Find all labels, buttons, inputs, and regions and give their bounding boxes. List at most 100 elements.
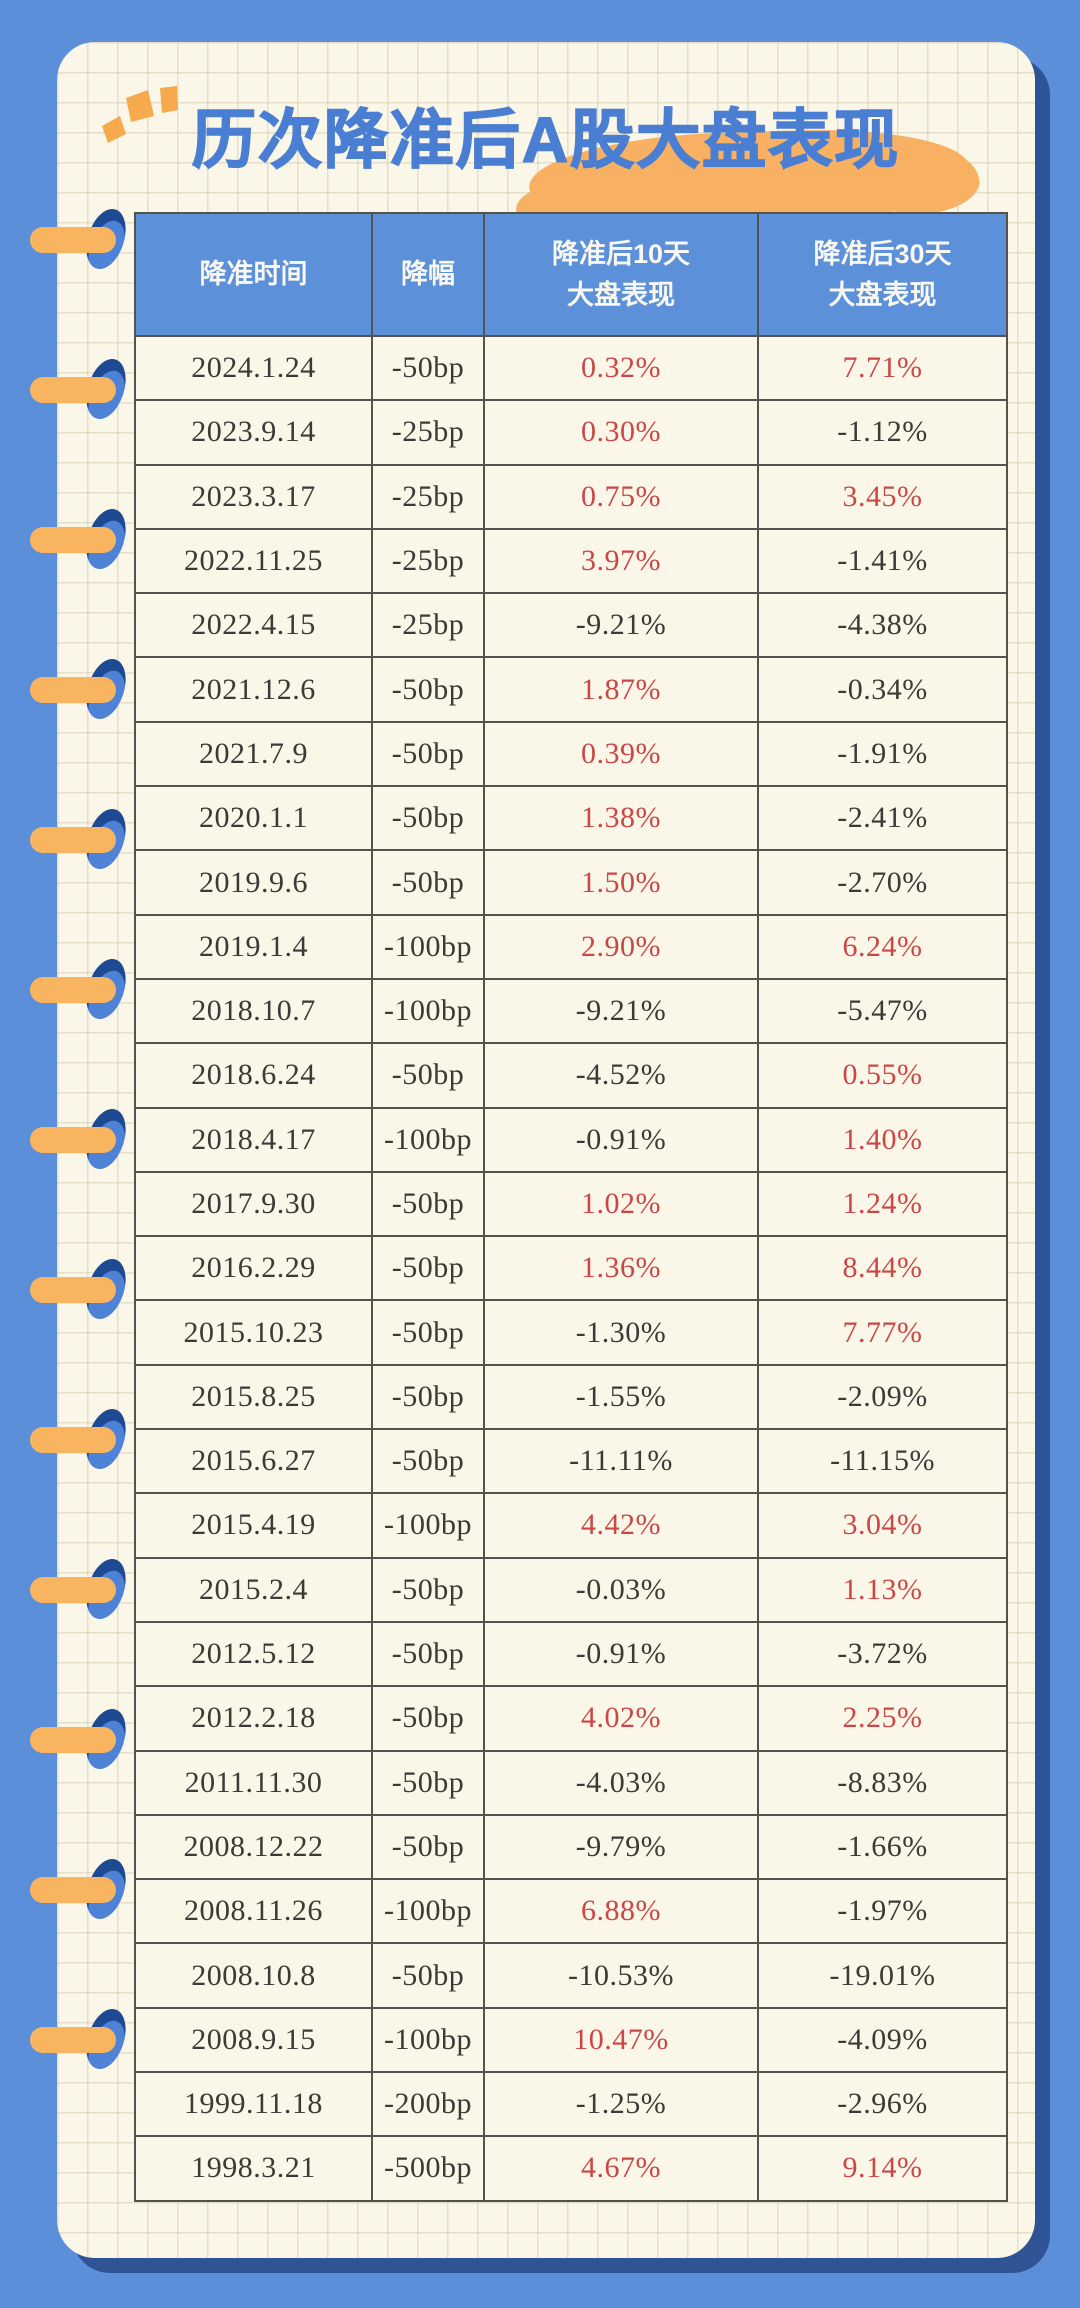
table-row: 2019.9.6 -50bp 1.50% -2.70% — [134, 849, 1008, 916]
date-cell: 2017.9.30 — [134, 1170, 373, 1238]
date-cell: 2016.2.29 — [134, 1235, 373, 1302]
perf-30d-cell: -1.41% — [757, 527, 1008, 595]
perf-10d-cell: 2.90% — [483, 913, 759, 980]
binder-ring-icon — [0, 503, 140, 575]
date-cell: 2015.2.4 — [134, 1556, 373, 1623]
date-cell: 2008.9.15 — [134, 2006, 373, 2074]
col-header-date: 降准时间 — [134, 212, 373, 337]
perf-30d-cell: 3.45% — [757, 463, 1008, 530]
date-cell: 2019.9.6 — [134, 849, 373, 916]
perf-10d-cell: -10.53% — [483, 1942, 759, 2009]
table-row: 2023.9.14 -25bp 0.30% -1.12% — [134, 399, 1008, 466]
date-cell: 2015.4.19 — [134, 1492, 373, 1559]
perf-30d-cell: -4.09% — [757, 2006, 1008, 2074]
table-row: 2018.10.7 -100bp -9.21% -5.47% — [134, 977, 1008, 1045]
perf-10d-cell: 0.39% — [483, 720, 759, 788]
binder-ring-icon — [0, 353, 140, 425]
perf-30d-cell: 8.44% — [757, 1235, 1008, 1302]
perf-30d-cell: -2.09% — [757, 1363, 1008, 1431]
cut-cell: -50bp — [371, 1428, 485, 1495]
cut-cell: -50bp — [371, 720, 485, 788]
cut-cell: -100bp — [371, 1878, 485, 1945]
perf-30d-cell: 7.77% — [757, 1299, 1008, 1366]
table-row: 2018.6.24 -50bp -4.52% 0.55% — [134, 1042, 1008, 1109]
cut-cell: -50bp — [371, 1170, 485, 1238]
perf-10d-cell: -1.25% — [483, 2071, 759, 2138]
table-row: 2015.8.25 -50bp -1.55% -2.09% — [134, 1363, 1008, 1431]
date-cell: 2012.5.12 — [134, 1620, 373, 1688]
perf-30d-cell: 6.24% — [757, 913, 1008, 980]
perf-10d-cell: 6.88% — [483, 1878, 759, 1945]
perf-10d-cell: -11.11% — [483, 1428, 759, 1495]
table-row: 2015.4.19 -100bp 4.42% 3.04% — [134, 1492, 1008, 1559]
sparkle-icon — [102, 86, 178, 143]
table-row: 2008.10.8 -50bp -10.53% -19.01% — [134, 1942, 1008, 2009]
date-cell: 2021.12.6 — [134, 656, 373, 723]
binder-ring-icon — [0, 1703, 140, 1775]
perf-30d-cell: -1.97% — [757, 1878, 1008, 1945]
perf-30d-cell: 2.25% — [757, 1685, 1008, 1752]
perf-30d-cell: -2.41% — [757, 785, 1008, 852]
perf-30d-cell: -1.12% — [757, 399, 1008, 466]
cut-cell: -25bp — [371, 527, 485, 595]
date-cell: 2018.6.24 — [134, 1042, 373, 1109]
table-row: 2019.1.4 -100bp 2.90% 6.24% — [134, 913, 1008, 980]
perf-30d-cell: -1.66% — [757, 1813, 1008, 1881]
binder-ring-icon — [0, 1403, 140, 1475]
date-cell: 2022.11.25 — [134, 527, 373, 595]
date-cell: 2011.11.30 — [134, 1749, 373, 1816]
cut-cell: -50bp — [371, 334, 485, 402]
date-cell: 2018.4.17 — [134, 1106, 373, 1173]
perf-30d-cell: 7.71% — [757, 334, 1008, 402]
binder-ring-icon — [0, 1103, 140, 1175]
cut-cell: -100bp — [371, 913, 485, 980]
cut-cell: -50bp — [371, 1042, 485, 1109]
cut-cell: -25bp — [371, 463, 485, 530]
cut-cell: -500bp — [371, 2135, 485, 2202]
date-cell: 2023.3.17 — [134, 463, 373, 530]
table-row: 1999.11.18 -200bp -1.25% -2.96% — [134, 2071, 1008, 2138]
date-cell: 2015.10.23 — [134, 1299, 373, 1366]
perf-10d-cell: -0.03% — [483, 1556, 759, 1623]
perf-10d-cell: 1.87% — [483, 656, 759, 723]
perf-10d-cell: -0.91% — [483, 1106, 759, 1173]
perf-10d-cell: -9.21% — [483, 592, 759, 659]
col-header-30d: 降准后30天 大盘表现 — [757, 212, 1008, 337]
perf-10d-cell: 4.42% — [483, 1492, 759, 1559]
perf-30d-cell: -3.72% — [757, 1620, 1008, 1688]
rrr-table: 降准时间 降幅 降准后10天 大盘表现 降准后30天 大盘表现 2 — [134, 212, 1008, 2202]
cut-cell: -50bp — [371, 1685, 485, 1752]
perf-30d-cell: -2.70% — [757, 849, 1008, 916]
table-row: 2008.12.22 -50bp -9.79% -1.66% — [134, 1813, 1008, 1881]
perf-10d-cell: -9.79% — [483, 1813, 759, 1881]
perf-30d-cell: -0.34% — [757, 656, 1008, 723]
perf-10d-cell: 4.02% — [483, 1685, 759, 1752]
date-cell: 2021.7.9 — [134, 720, 373, 788]
perf-10d-cell: 1.38% — [483, 785, 759, 852]
perf-30d-cell: 3.04% — [757, 1492, 1008, 1559]
table-row: 2017.9.30 -50bp 1.02% 1.24% — [134, 1170, 1008, 1238]
cut-cell: -50bp — [371, 1620, 485, 1688]
perf-30d-cell: 0.55% — [757, 1042, 1008, 1109]
cut-cell: -50bp — [371, 849, 485, 916]
table-row: 2012.2.18 -50bp 4.02% 2.25% — [134, 1685, 1008, 1752]
perf-10d-cell: 1.36% — [483, 1235, 759, 1302]
table-row: 2022.11.25 -25bp 3.97% -1.41% — [134, 527, 1008, 595]
binder-ring-icon — [0, 953, 140, 1025]
date-cell: 2008.10.8 — [134, 1942, 373, 2009]
cut-cell: -200bp — [371, 2071, 485, 2138]
table-row: 1998.3.21 -500bp 4.67% 9.14% — [134, 2135, 1008, 2202]
date-cell: 2015.6.27 — [134, 1428, 373, 1495]
cut-cell: -50bp — [371, 1556, 485, 1623]
perf-10d-cell: 4.67% — [483, 2135, 759, 2202]
table-header: 降准时间 降幅 降准后10天 大盘表现 降准后30天 大盘表现 — [134, 212, 1008, 337]
date-cell: 2023.9.14 — [134, 399, 373, 466]
table-row: 2015.2.4 -50bp -0.03% 1.13% — [134, 1556, 1008, 1623]
table-row: 2008.11.26 -100bp 6.88% -1.97% — [134, 1878, 1008, 1945]
perf-10d-cell: 3.97% — [483, 527, 759, 595]
table-row: 2024.1.24 -50bp 0.32% 7.71% — [134, 334, 1008, 402]
perf-10d-cell: 0.75% — [483, 463, 759, 530]
col-header-10d: 降准后10天 大盘表现 — [483, 212, 759, 337]
cut-cell: -50bp — [371, 785, 485, 852]
